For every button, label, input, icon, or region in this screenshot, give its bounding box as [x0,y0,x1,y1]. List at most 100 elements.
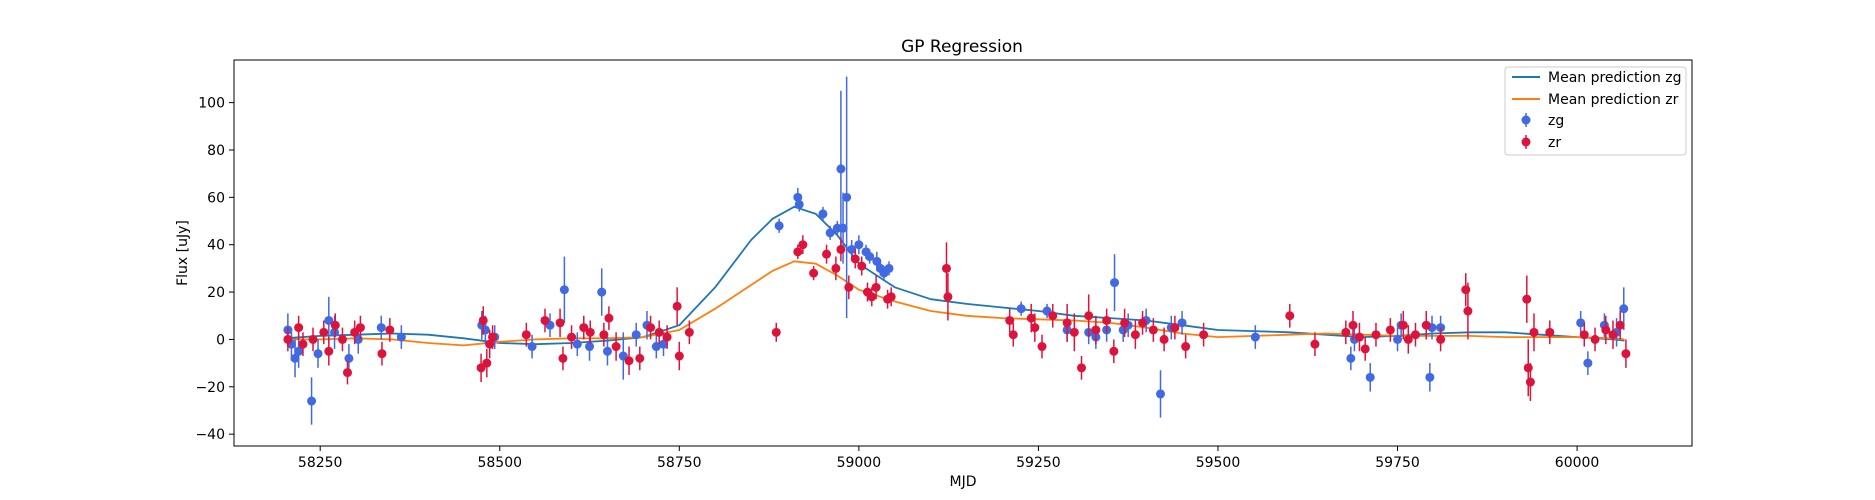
legend-item-mean-zr: Mean prediction zr [1512,92,1679,108]
zg-data-point [794,199,804,209]
zr-data-point [1523,363,1533,373]
y-tick-label: −40 [195,427,225,443]
zr-data-point [555,318,565,328]
zr-data-point [1615,320,1625,330]
zr-data-point [1026,313,1036,323]
zr-data-point [585,327,595,337]
zr-data-point [1077,363,1087,373]
zr-data-point [836,244,846,254]
x-tick-label: 60000 [1555,455,1600,471]
zr-data-point [1590,334,1600,344]
zr-data-point [1037,342,1047,352]
zr-data-point [1091,325,1101,335]
chart-title: GP Regression [901,37,1023,57]
zr-data-point [1148,325,1158,335]
zr-data-point [1008,330,1018,340]
y-tick-label: 20 [207,285,225,301]
x-tick-label: 58250 [298,455,343,471]
zg-data-point [344,353,354,363]
zg-data-point [585,342,595,352]
zr-data-point [1181,342,1191,352]
zr-data-point [1199,330,1209,340]
y-tick-label: 0 [216,332,225,348]
zr-data-point [337,334,347,344]
zg-data-point [836,164,846,174]
zr-data-point [478,315,488,325]
data-points [283,76,1631,425]
legend-item-zr: zr [1521,135,1561,151]
zg-data-point [597,287,607,297]
zr-data-point [1545,327,1555,337]
zr-data-point [886,292,896,302]
zr-data-point [793,247,803,257]
zg-data-point [865,252,875,262]
zr-data-point [558,353,568,363]
zr-data-point [1522,294,1532,304]
zg-data-point [602,346,612,356]
zg-data-point [818,209,828,219]
zg-data-point [1393,334,1403,344]
zr-data-point [1130,330,1140,340]
zr-data-point [1354,332,1364,342]
legend-frame [1504,66,1687,156]
zr-data-point [1601,325,1611,335]
zg-data-point [1016,304,1026,314]
y-tick-label: 80 [207,143,225,159]
zg-data-point [527,342,537,352]
zr-data-point [521,330,531,340]
zr-data-point [308,334,318,344]
y-axis-label: Flux [uJy] [175,220,191,286]
zg-data-point [825,228,835,238]
zg-data-point [793,192,803,202]
zr-data-point [1529,327,1539,337]
legend-label-mean-zg: Mean prediction zg [1548,70,1682,86]
zr-data-point [1102,315,1112,325]
zr-data-point [1030,323,1040,333]
zr-data-point [871,282,881,292]
zr-data-point [355,323,365,333]
zr-data-point [941,263,951,273]
zr-data-point [599,330,609,340]
zr-data-point [385,325,395,335]
x-tick-label: 59250 [1016,455,1061,471]
zr-data-point [1005,315,1015,325]
zr-data-point [1436,334,1446,344]
zr-data-point [294,323,304,333]
zg-data-point [1576,318,1586,328]
zg-data-point [1250,332,1260,342]
zg-data-point [396,332,406,342]
zr-data-point [684,327,694,337]
zr-data-point [1084,311,1094,321]
zr-data-point [1403,334,1413,344]
x-tick-label: 59750 [1375,455,1420,471]
zr-data-point [809,268,819,278]
zr-data-point [771,327,781,337]
zr-data-point [488,332,498,342]
zr-data-point [1461,285,1471,295]
zg-data-point [884,263,894,273]
zr-data-point [1525,377,1535,387]
zr-data-point [1360,344,1370,354]
zr-data-point [943,292,953,302]
zr-data-point [798,240,808,250]
zr-data-point [1062,318,1072,328]
zr-data-point [1138,318,1148,328]
zg-data-point [1425,372,1435,382]
x-tick-label: 59000 [837,455,882,471]
zr-data-point [844,282,854,292]
x-tick-label: 58500 [477,455,522,471]
zg-data-point [651,342,661,352]
zr-data-point [850,254,860,264]
zr-data-point [1348,320,1358,330]
zr-data-point [1621,349,1631,359]
zg-data-point [1177,318,1187,328]
zr-data-point [1159,334,1169,344]
y-tick-label: 60 [207,190,225,206]
zr-data-point [674,351,684,361]
zr-data-point [654,327,664,337]
legend-item-zg: zg [1521,113,1564,129]
zg-data-point [1346,353,1356,363]
zr-data-point [1341,327,1351,337]
zg-data-point [1156,389,1166,399]
